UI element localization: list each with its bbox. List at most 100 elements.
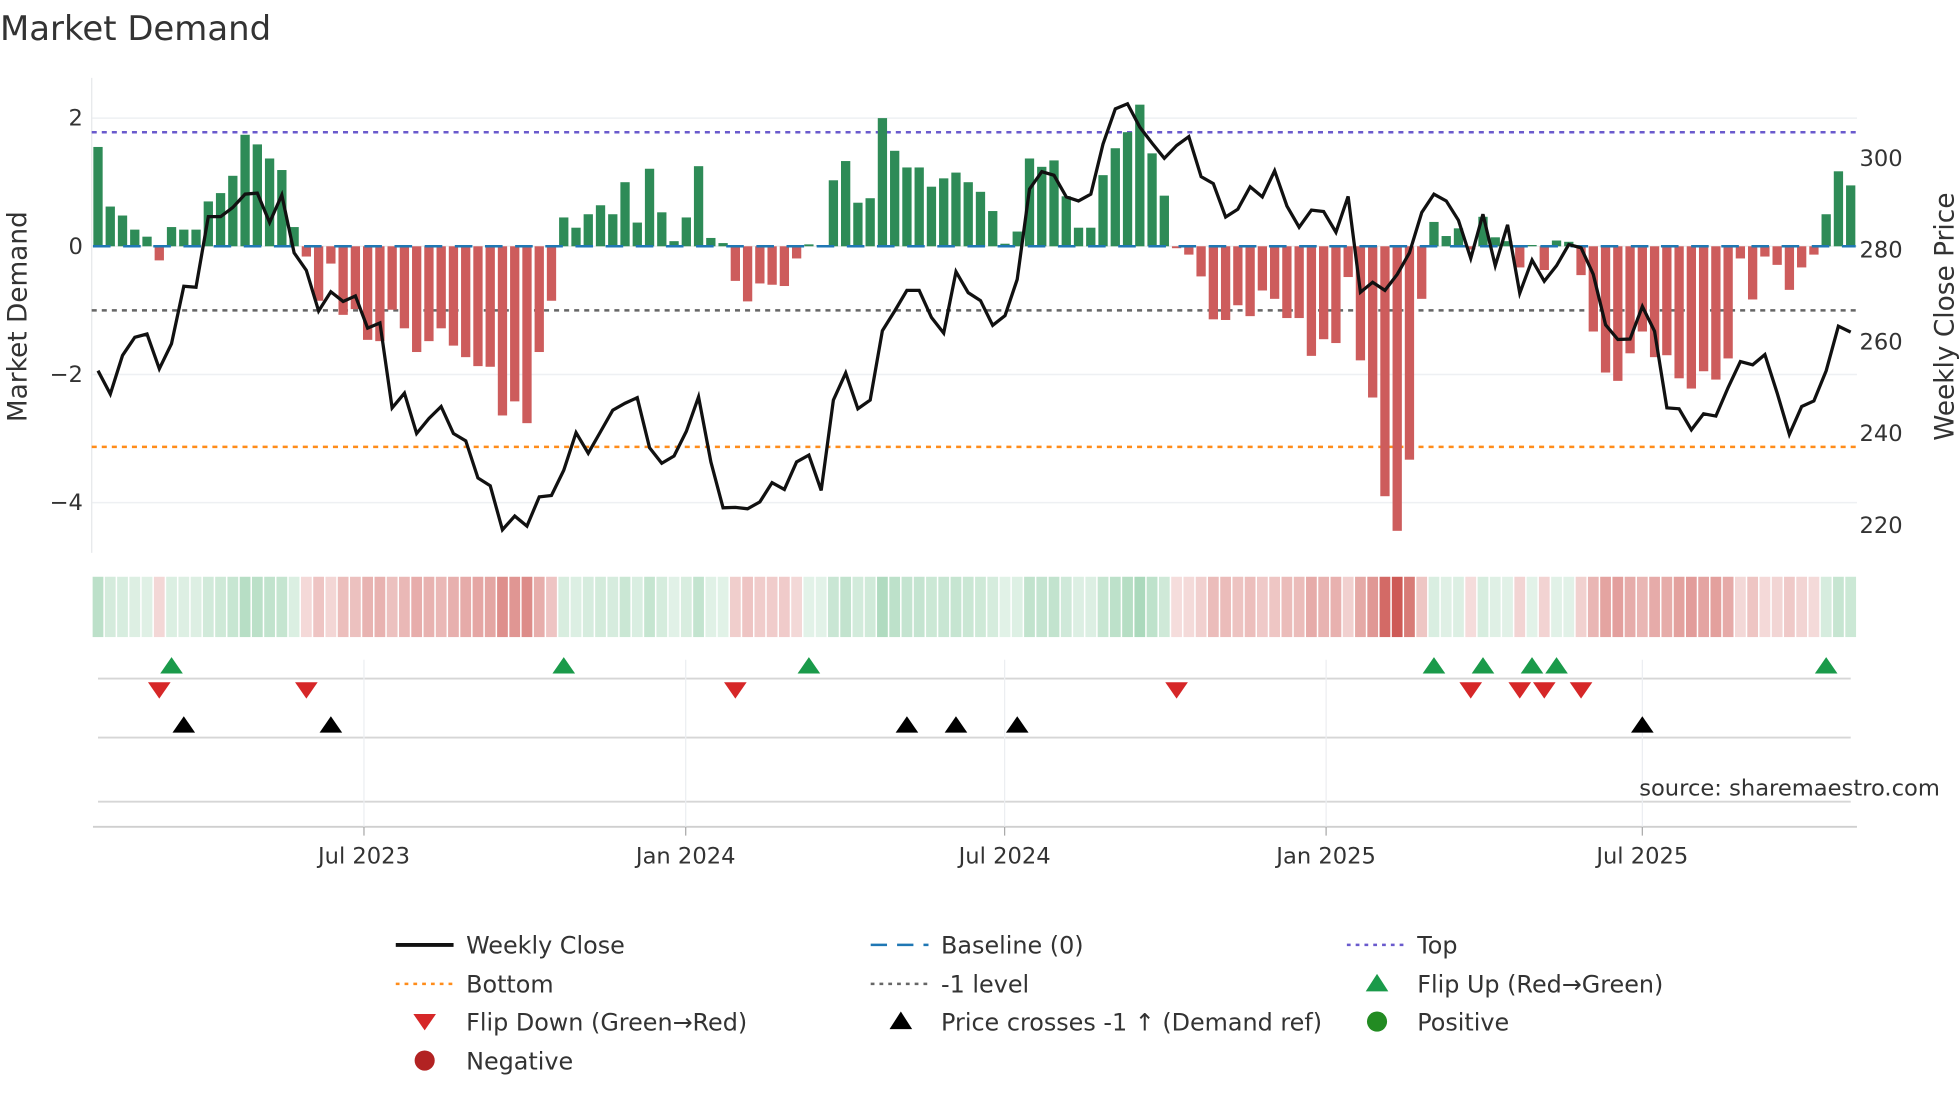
price-cross-marker — [1631, 716, 1654, 733]
heat-cell — [644, 576, 655, 638]
heat-cell — [460, 576, 472, 638]
legend-item-baseline[interactable]: Baseline (0) — [870, 932, 1084, 960]
demand-bar — [277, 170, 287, 247]
heat-cell — [227, 576, 239, 638]
heat-cell — [472, 576, 484, 638]
demand-bar — [510, 246, 520, 402]
right-tick-label: 220 — [1859, 513, 1902, 539]
demand-bar — [1833, 171, 1844, 247]
demand-bar — [865, 198, 875, 247]
heat-cell — [1771, 576, 1783, 638]
demand-bar — [1086, 227, 1096, 247]
demand-bar — [264, 158, 275, 247]
demand-bar — [1417, 246, 1427, 299]
heat-cell — [1257, 576, 1268, 638]
legend-item-price-cross[interactable]: Price crosses -1 ↑ (Demand ref) — [889, 1008, 1323, 1036]
heat-cell — [129, 576, 141, 638]
demand-bar — [1576, 246, 1586, 276]
heat-cell — [92, 576, 104, 638]
demand-bar — [988, 211, 998, 247]
source-credit: source: sharemaestro.com — [1639, 775, 1940, 801]
demand-bar — [1049, 160, 1059, 247]
demand-bar — [1613, 246, 1623, 381]
heat-cell — [178, 576, 190, 638]
heat-cell — [1391, 576, 1403, 638]
legend-label: Flip Down (Green→Red) — [466, 1008, 747, 1036]
demand-bar — [877, 118, 888, 247]
heat-cell — [852, 576, 864, 638]
demand-bar — [387, 246, 397, 310]
flip-up-marker — [797, 657, 821, 674]
heat-cell — [546, 576, 557, 638]
legend-item-bottom[interactable]: Bottom — [395, 971, 554, 999]
demand-bar — [914, 167, 924, 247]
demand-bar — [853, 202, 863, 247]
heat-cell — [791, 576, 802, 638]
legend-item-top[interactable]: Top — [1346, 932, 1458, 960]
demand-bar — [730, 246, 740, 281]
heat-cell — [1379, 576, 1391, 638]
demand-bar — [939, 178, 949, 247]
legend-item-flip-up[interactable]: Flip Up (Red→Green) — [1365, 971, 1664, 999]
heat-cell — [815, 576, 827, 638]
heat-cell — [1820, 576, 1832, 638]
demand-bar — [644, 168, 655, 247]
left-axis-label: Market Demand — [3, 211, 33, 422]
demand-bar — [1233, 246, 1243, 306]
heat-cell — [1232, 576, 1244, 638]
demand-bar — [289, 227, 299, 247]
heat-cell — [1404, 576, 1415, 638]
demand-bar — [595, 205, 606, 247]
demand-heat-strip — [92, 576, 1857, 638]
legend-item-weekly-close[interactable]: Weekly Close — [395, 932, 625, 960]
circle-icon — [1366, 1011, 1388, 1032]
demand-bar — [142, 236, 152, 247]
demand-bar — [534, 246, 544, 353]
heat-cell — [1453, 576, 1464, 638]
demand-bar — [497, 246, 508, 416]
demand-bar — [338, 246, 348, 315]
heat-cell — [693, 576, 704, 638]
demand-bar — [1404, 246, 1415, 460]
legend-item-negative[interactable]: Negative — [414, 1047, 574, 1075]
legend-label: Weekly Close — [466, 932, 625, 960]
legend-label: Bottom — [466, 971, 554, 999]
heat-cell — [999, 576, 1011, 638]
heat-cell — [1563, 576, 1575, 638]
demand-bar — [1037, 166, 1047, 247]
heat-cell — [1440, 576, 1452, 638]
demand-bar — [608, 214, 618, 247]
heat-cell — [104, 576, 116, 638]
demand-bar — [1453, 228, 1464, 247]
price-cross-marker — [895, 716, 919, 733]
legend-item-flip-down[interactable]: Flip Down (Green→Red) — [413, 1008, 747, 1036]
heat-cell — [938, 576, 950, 638]
heat-cell — [386, 576, 398, 638]
demand-bar — [975, 191, 986, 247]
heat-cell — [1183, 576, 1195, 638]
demand-bar — [681, 217, 691, 247]
legend-item-minus-one[interactable]: -1 level — [870, 971, 1029, 999]
legend-item-positive[interactable]: Positive — [1366, 1008, 1509, 1036]
demand-bar — [706, 237, 716, 247]
heat-cell — [1698, 576, 1709, 638]
heat-cell — [803, 576, 815, 638]
demand-bar — [1466, 246, 1476, 250]
heat-cell — [1636, 576, 1648, 638]
heat-cell — [1845, 576, 1857, 638]
demand-bar — [1098, 175, 1108, 247]
demand-bar — [1846, 185, 1856, 247]
demand-bar — [1527, 245, 1537, 247]
heat-cell — [1735, 576, 1746, 638]
heat-cell — [1538, 576, 1550, 638]
demand-bar — [215, 193, 226, 247]
demand-bar — [1368, 246, 1378, 398]
heat-cell — [448, 576, 459, 638]
heat-cell — [202, 576, 214, 638]
demand-bar — [448, 246, 459, 346]
demand-bar — [1012, 231, 1022, 247]
heat-cell — [901, 576, 913, 638]
demand-bar — [767, 246, 777, 285]
demand-bar — [742, 246, 753, 302]
